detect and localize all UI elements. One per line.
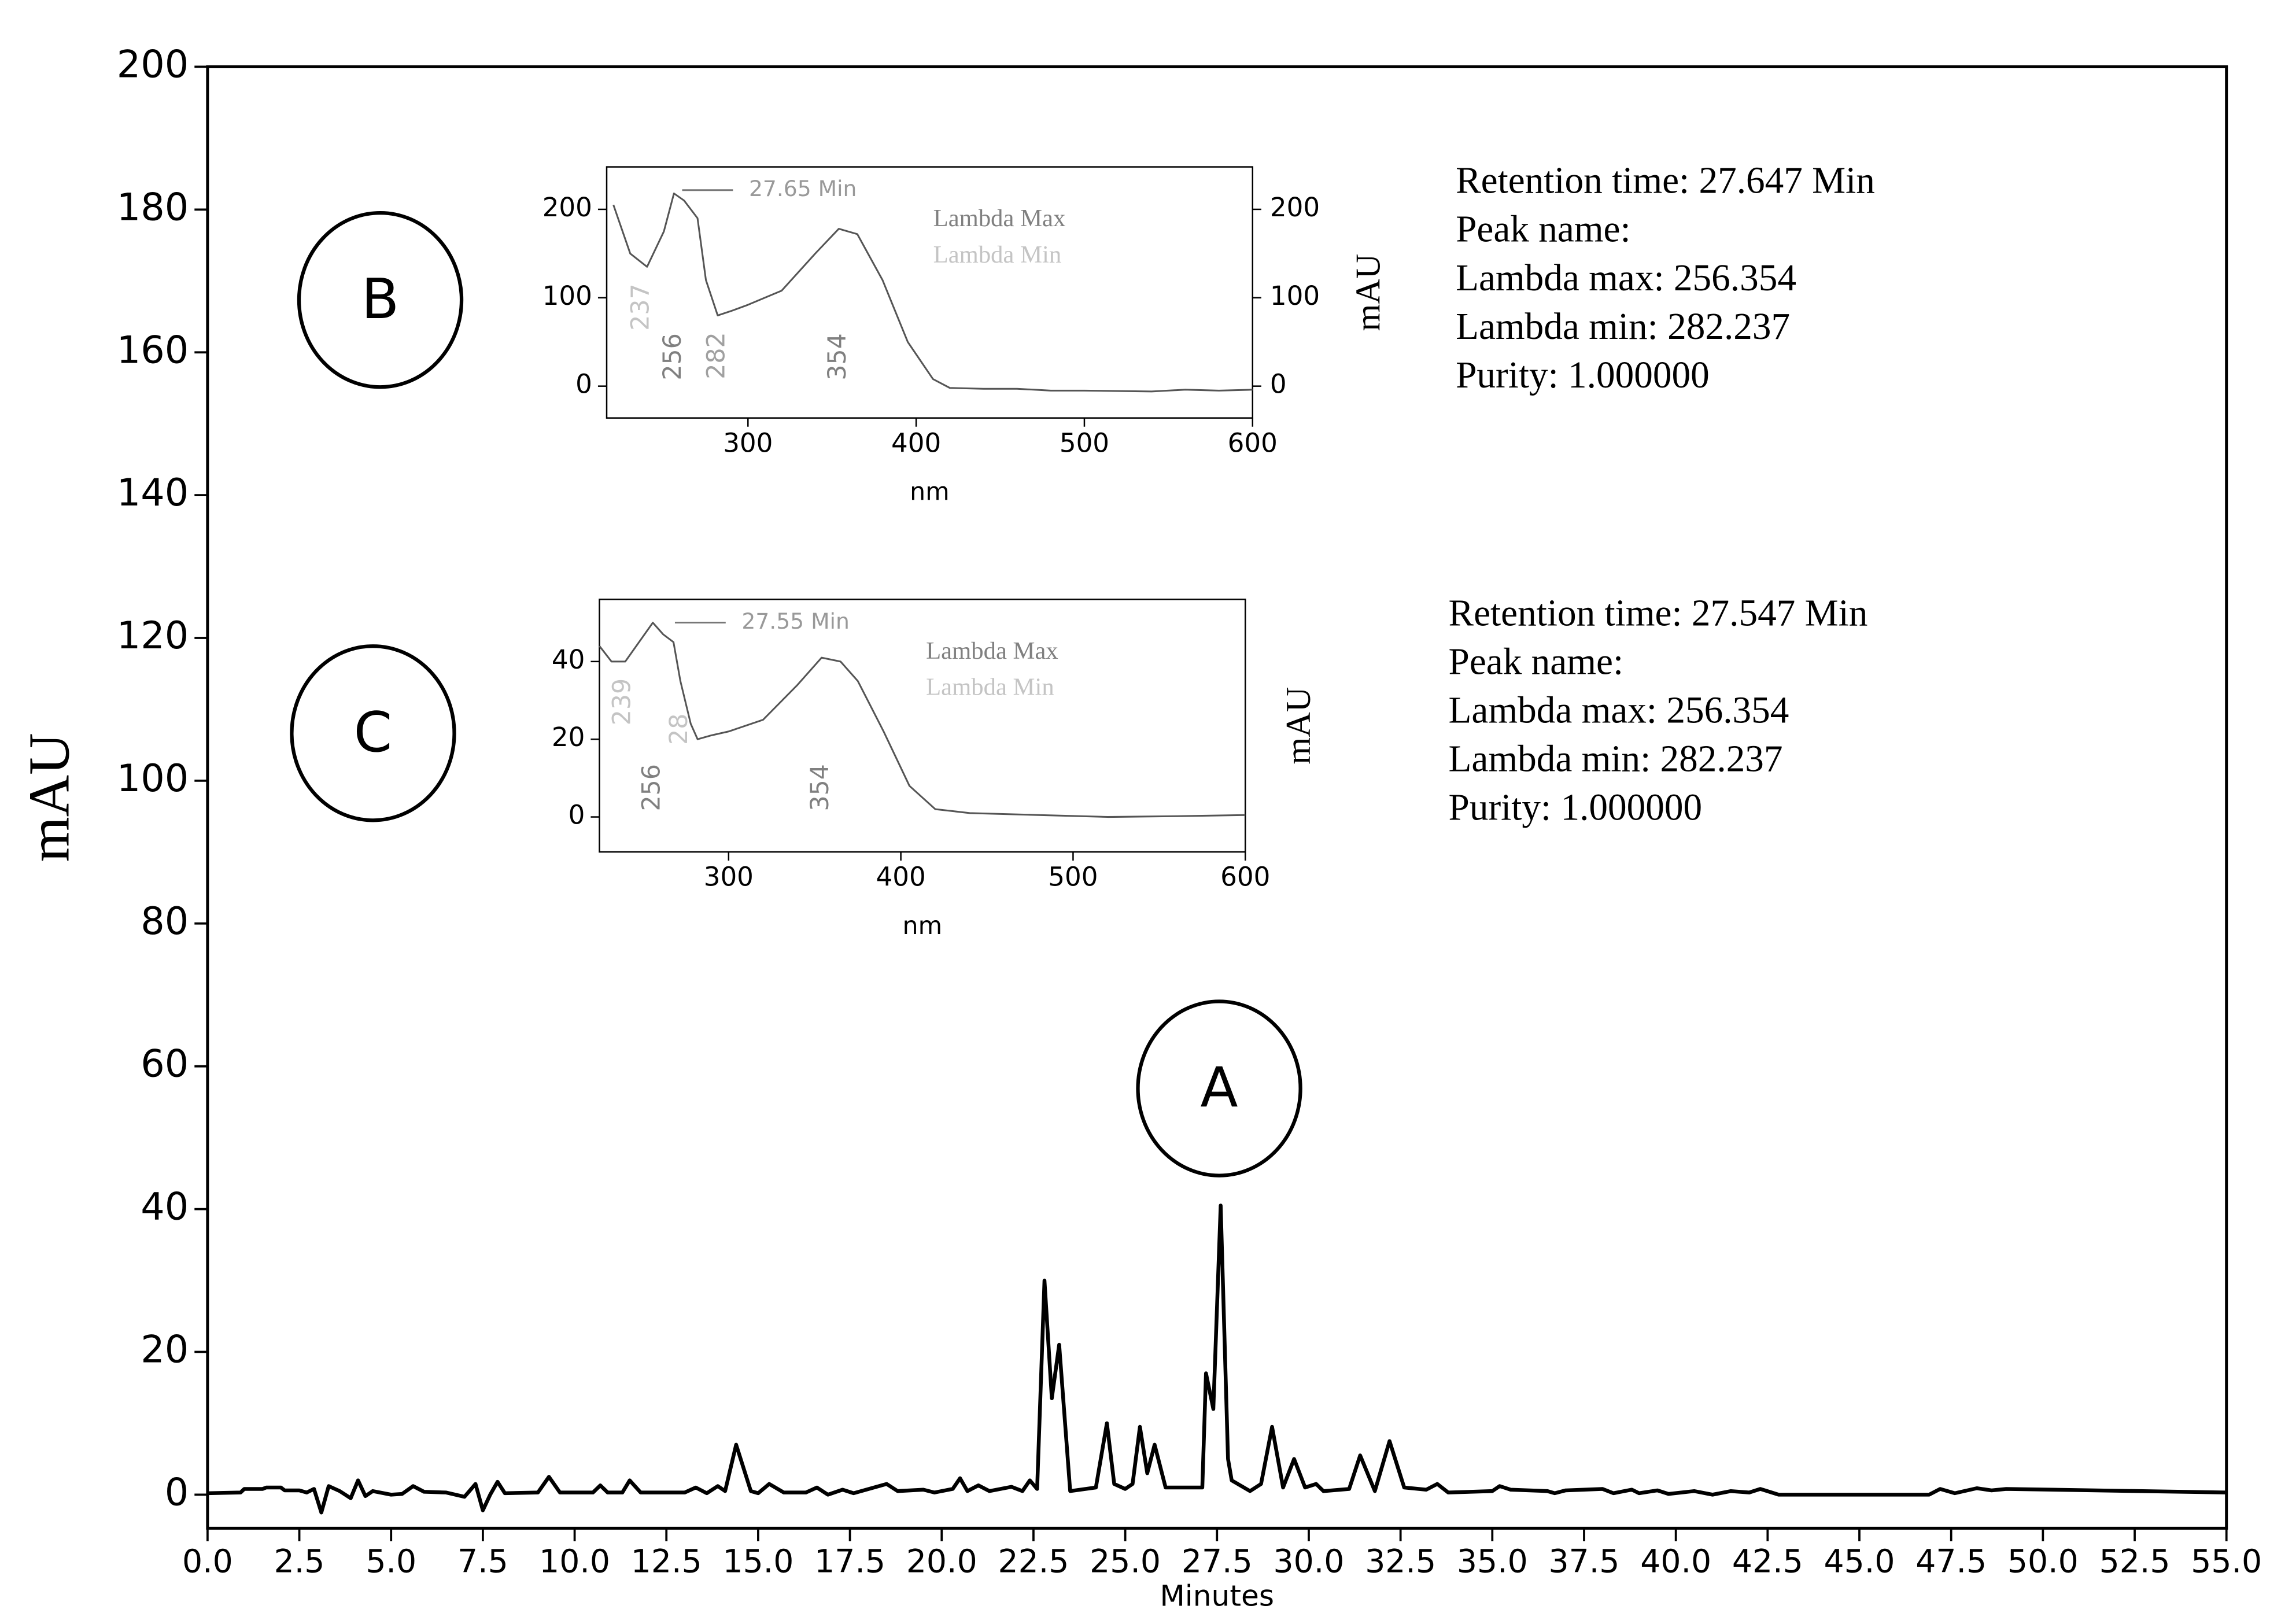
y-tick-label: 140: [117, 471, 189, 515]
plot-frame: [606, 166, 1254, 419]
info-line: Lambda max: 256.354: [1456, 257, 1796, 299]
x-tick-label: 600: [1228, 427, 1278, 458]
info-line: Peak name:: [1449, 641, 1624, 683]
y-tick-label: 160: [117, 328, 189, 372]
x-tick-label: 27.5: [1182, 1544, 1253, 1581]
info-line: Purity: 1.000000: [1456, 355, 1710, 396]
trace-label: 27.65 Min: [749, 176, 857, 201]
legend-label: Lambda Max: [933, 205, 1066, 232]
x-tick-label: 300: [704, 862, 754, 892]
info-line: Peak name:: [1456, 209, 1631, 250]
x-tick-label: 30.0: [1274, 1544, 1345, 1581]
y-tick-label: 0: [569, 800, 585, 831]
x-axis-label: nm: [910, 478, 950, 507]
y-tick-label: 180: [117, 185, 189, 229]
legend-label: Lambda Max: [926, 637, 1058, 665]
x-tick-label: 17.5: [814, 1544, 885, 1581]
x-tick-label: 600: [1220, 862, 1270, 892]
panel-circle: [297, 211, 464, 389]
info-line: Lambda min: 282.237: [1456, 306, 1790, 348]
peak-label: 256: [637, 764, 666, 811]
x-tick-label: 20.0: [906, 1544, 977, 1581]
data-line: [599, 622, 1246, 818]
y-tick-label: 0: [575, 369, 592, 400]
x-tick-label: 10.0: [539, 1544, 610, 1581]
peak-label: 239: [608, 678, 637, 725]
legend-label: Lambda Min: [933, 241, 1062, 268]
x-tick-label: 32.5: [1365, 1544, 1436, 1581]
y2-tick-label: 0: [1270, 369, 1287, 400]
x-tick-label: 7.5: [457, 1544, 508, 1581]
annotation-circle: [1136, 999, 1302, 1178]
y-tick-label: 40: [552, 644, 585, 675]
x-tick-label: 37.5: [1549, 1544, 1620, 1581]
data-line: [612, 192, 1253, 393]
panel-label: C: [354, 700, 393, 765]
legend-label: Lambda Min: [926, 674, 1054, 701]
x-axis-label: nm: [903, 911, 943, 940]
y2-tick-label: 100: [1270, 280, 1320, 311]
panel-circle: [290, 644, 456, 822]
x-tick-label: 0.0: [182, 1544, 233, 1581]
peak-label: 256: [658, 333, 687, 380]
x-tick-label: 42.5: [1732, 1544, 1803, 1581]
y-tick-label: 80: [141, 899, 189, 943]
x-tick-label: 300: [723, 427, 773, 458]
info-line: Lambda max: 256.354: [1449, 690, 1789, 732]
data-line: [207, 1204, 2227, 1515]
y-tick-label: 200: [542, 192, 592, 223]
trace-label: 27.55 Min: [741, 608, 849, 634]
peak-label: 354: [823, 333, 852, 380]
y-tick-label: 100: [117, 756, 189, 800]
y2-tick-label: 200: [1270, 192, 1320, 223]
y-axis-label: mAU: [17, 733, 81, 862]
x-tick-label: 400: [891, 427, 941, 458]
x-tick-label: 5.0: [366, 1544, 416, 1581]
x-tick-label: 15.0: [722, 1544, 793, 1581]
x-tick-label: 50.0: [2007, 1544, 2079, 1581]
peak-label: 282: [702, 332, 730, 379]
plot-frame: [599, 599, 1246, 853]
x-tick-label: 40.0: [1640, 1544, 1711, 1581]
x-tick-label: 25.0: [1090, 1544, 1161, 1581]
peak-label: 237: [626, 283, 655, 330]
x-tick-label: 2.5: [274, 1544, 325, 1581]
y-tick-label: 100: [542, 280, 592, 311]
panel-label: B: [361, 267, 399, 331]
y-tick-label: 20: [552, 722, 585, 752]
x-tick-label: 400: [876, 862, 926, 892]
x-tick-label: 35.0: [1457, 1544, 1528, 1581]
y-tick-label: 120: [117, 614, 189, 658]
info-line: Retention time: 27.647 Min: [1456, 160, 1875, 202]
info-line: Lambda min: 282.237: [1449, 739, 1783, 780]
peak-label: 28: [665, 714, 693, 745]
x-tick-label: 52.5: [2099, 1544, 2171, 1581]
y-axis-label: mAU: [1279, 687, 1318, 765]
info-line: Purity: 1.000000: [1449, 787, 1703, 829]
x-tick-label: 55.0: [2191, 1544, 2262, 1581]
y-tick-label: 200: [117, 42, 189, 86]
info-line: Retention time: 27.547 Min: [1449, 592, 1868, 634]
y-tick-label: 0: [165, 1470, 189, 1514]
x-tick-label: 12.5: [631, 1544, 702, 1581]
x-axis-label: Minutes: [1160, 1578, 1275, 1612]
y-axis-label: mAU: [1349, 254, 1387, 331]
x-tick-label: 45.0: [1824, 1544, 1895, 1581]
x-tick-label: 500: [1048, 862, 1098, 892]
x-tick-label: 47.5: [1915, 1544, 1987, 1581]
x-tick-label: 500: [1060, 427, 1109, 458]
x-tick-label: 22.5: [998, 1544, 1069, 1581]
y-tick-label: 20: [141, 1328, 189, 1372]
y-tick-label: 60: [141, 1042, 189, 1086]
annotation-label: A: [1200, 1055, 1238, 1120]
y-tick-label: 40: [141, 1185, 189, 1229]
peak-label: 354: [806, 764, 835, 811]
